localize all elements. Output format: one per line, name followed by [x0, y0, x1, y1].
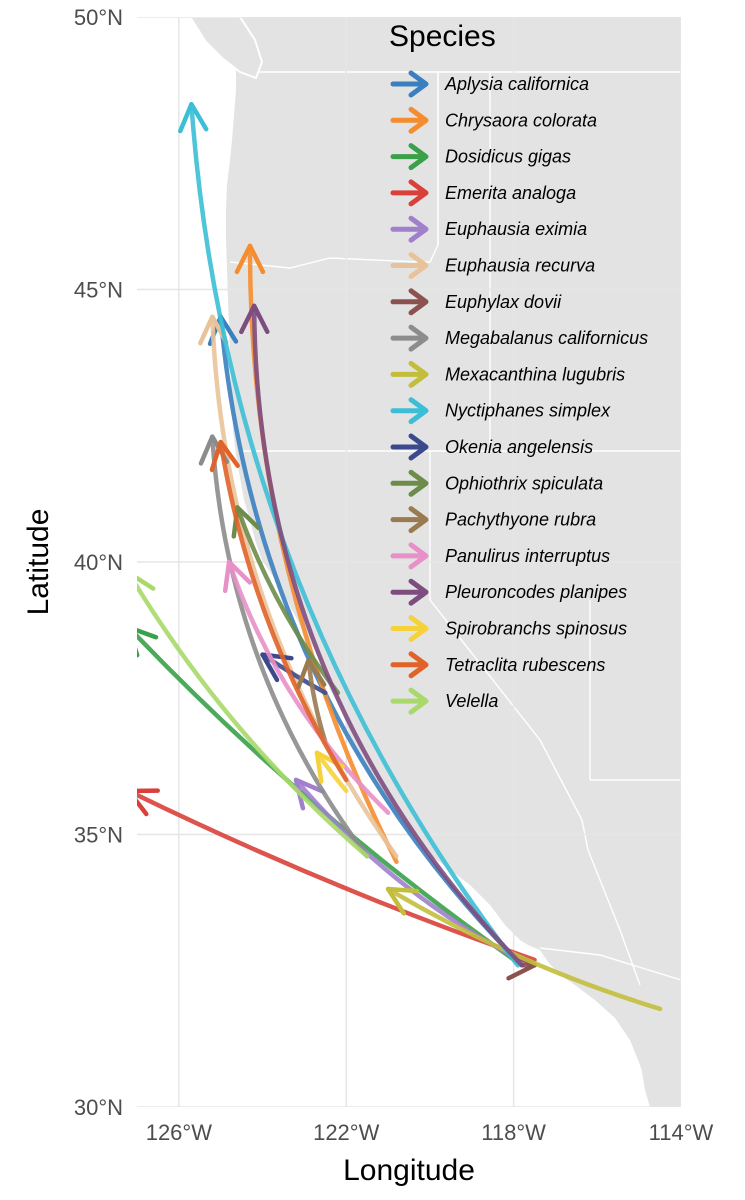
y-tick-label: 30°N: [74, 1095, 123, 1120]
shift-arrow-nyctiphanes-simplex: [178, 101, 521, 968]
legend-item-dosidicus-gigas: Dosidicus gigas: [390, 143, 571, 171]
legend-label: Spirobranchs spinosus: [445, 619, 627, 639]
legend-item-euphylax-dovii: Euphylax dovii: [390, 288, 562, 316]
legend-item-okenia-angelensis: Okenia angelensis: [390, 433, 593, 461]
shift-arrow-panulirus-interruptus: [222, 559, 391, 815]
mexico-border: [539, 947, 681, 981]
shift-arrow-ophiothrix-spiculata: [231, 505, 341, 696]
x-tick-label: 126°W: [146, 1120, 213, 1145]
legend-label: Euphylax dovii: [445, 292, 562, 312]
x-tick-label: 122°W: [313, 1120, 380, 1145]
legend-items: Aplysia californica Chrysaora colorata Dos…: [390, 70, 648, 715]
legend-label: Okenia angelensis: [445, 437, 593, 457]
legend-label: Mexacanthina lugubris: [445, 364, 625, 384]
legend-item-mexacanthina-lugubris: Mexacanthina lugubris: [390, 360, 625, 388]
legend-label: Euphausia recurva: [445, 256, 595, 276]
legend-item-chrysaora-colorata: Chrysaora colorata: [390, 106, 597, 134]
legend-item-pachythyone-rubra: Pachythyone rubra: [390, 506, 596, 534]
y-axis: 30°N 35°N 40°N 45°N 50°N: [74, 5, 123, 1120]
legend-label: Euphausia eximia: [445, 219, 587, 239]
california-nevada-border: [429, 451, 589, 851]
legend-item-euphausia-eximia: Euphausia eximia: [390, 215, 587, 243]
legend-item-aplysia-californica: Aplysia californica: [390, 70, 589, 98]
legend-item-tetraclita-rubescens: Tetraclita rubescens: [390, 651, 605, 679]
legend-item-euphausia-recurva: Euphausia recurva: [390, 252, 595, 279]
x-axis-title: Longitude: [343, 1154, 475, 1187]
legend-label: Megabalanus californicus: [445, 328, 648, 348]
shift-arrow-mexacanthina-lugubris: [385, 886, 663, 1012]
vancouver-island: [188, 17, 264, 80]
legend-item-nyctiphanes-simplex: Nyctiphanes simplex: [390, 397, 611, 425]
shift-arrow-pachythyone-rubra: [296, 657, 328, 745]
y-tick-label: 45°N: [74, 278, 123, 303]
y-axis-title: Latitude: [22, 509, 55, 616]
legend-item-velella: Velella: [390, 687, 498, 715]
legend-label: Pachythyone rubra: [445, 510, 596, 530]
legend-item-spirobranchs-spinosus: Spirobranchs spinosus: [390, 615, 627, 642]
species-shift-arrows: [137, 101, 663, 1012]
legend-label: Velella: [445, 691, 498, 711]
legend-label: Panulirus interruptus: [445, 546, 610, 566]
shift-arrow-tetraclita-rubescens: [209, 439, 349, 783]
legend-label: Nyctiphanes simplex: [445, 401, 611, 421]
legend-label: Pleuroncodes planipes: [445, 582, 627, 602]
legend-item-emerita-analoga: Emerita analoga: [390, 179, 576, 207]
y-tick-label: 50°N: [74, 5, 123, 30]
legend-item-ophiothrix-spiculata: Ophiothrix spiculata: [390, 469, 603, 497]
state-borders: [229, 71, 681, 986]
legend-item-pleuroncodes-planipes: Pleuroncodes planipes: [390, 578, 627, 606]
x-tick-label: 118°W: [481, 1120, 546, 1145]
legend-label: Chrysaora colorata: [445, 110, 597, 130]
arizona-border: [587, 849, 641, 986]
y-tick-label: 35°N: [74, 823, 123, 848]
y-tick-label: 40°N: [74, 550, 123, 575]
legend-item-megabalanus-californicus: Megabalanus californicus: [390, 324, 648, 352]
legend-label: Dosidicus gigas: [445, 147, 571, 167]
legend-item-panulirus-interruptus: Panulirus interruptus: [390, 542, 610, 570]
legend-label: Aplysia californica: [444, 74, 589, 94]
x-tick-label: 114°W: [649, 1120, 714, 1145]
legend-title: Species: [389, 20, 496, 53]
legend-label: Ophiothrix spiculata: [445, 473, 603, 493]
legend: Species Aplysia californica Chrysaora col…: [389, 20, 648, 715]
shift-arrow-velella: [137, 575, 370, 859]
shift-arrow-pleuroncodes-planipes: [239, 303, 525, 968]
baja-california-peninsula: [540, 930, 681, 1107]
legend-label: Tetraclita rubescens: [445, 655, 605, 675]
map-panel: [137, 17, 681, 1107]
x-axis: 126°W 122°W 118°W 114°W: [146, 1120, 714, 1145]
legend-label: Emerita analoga: [445, 183, 576, 203]
